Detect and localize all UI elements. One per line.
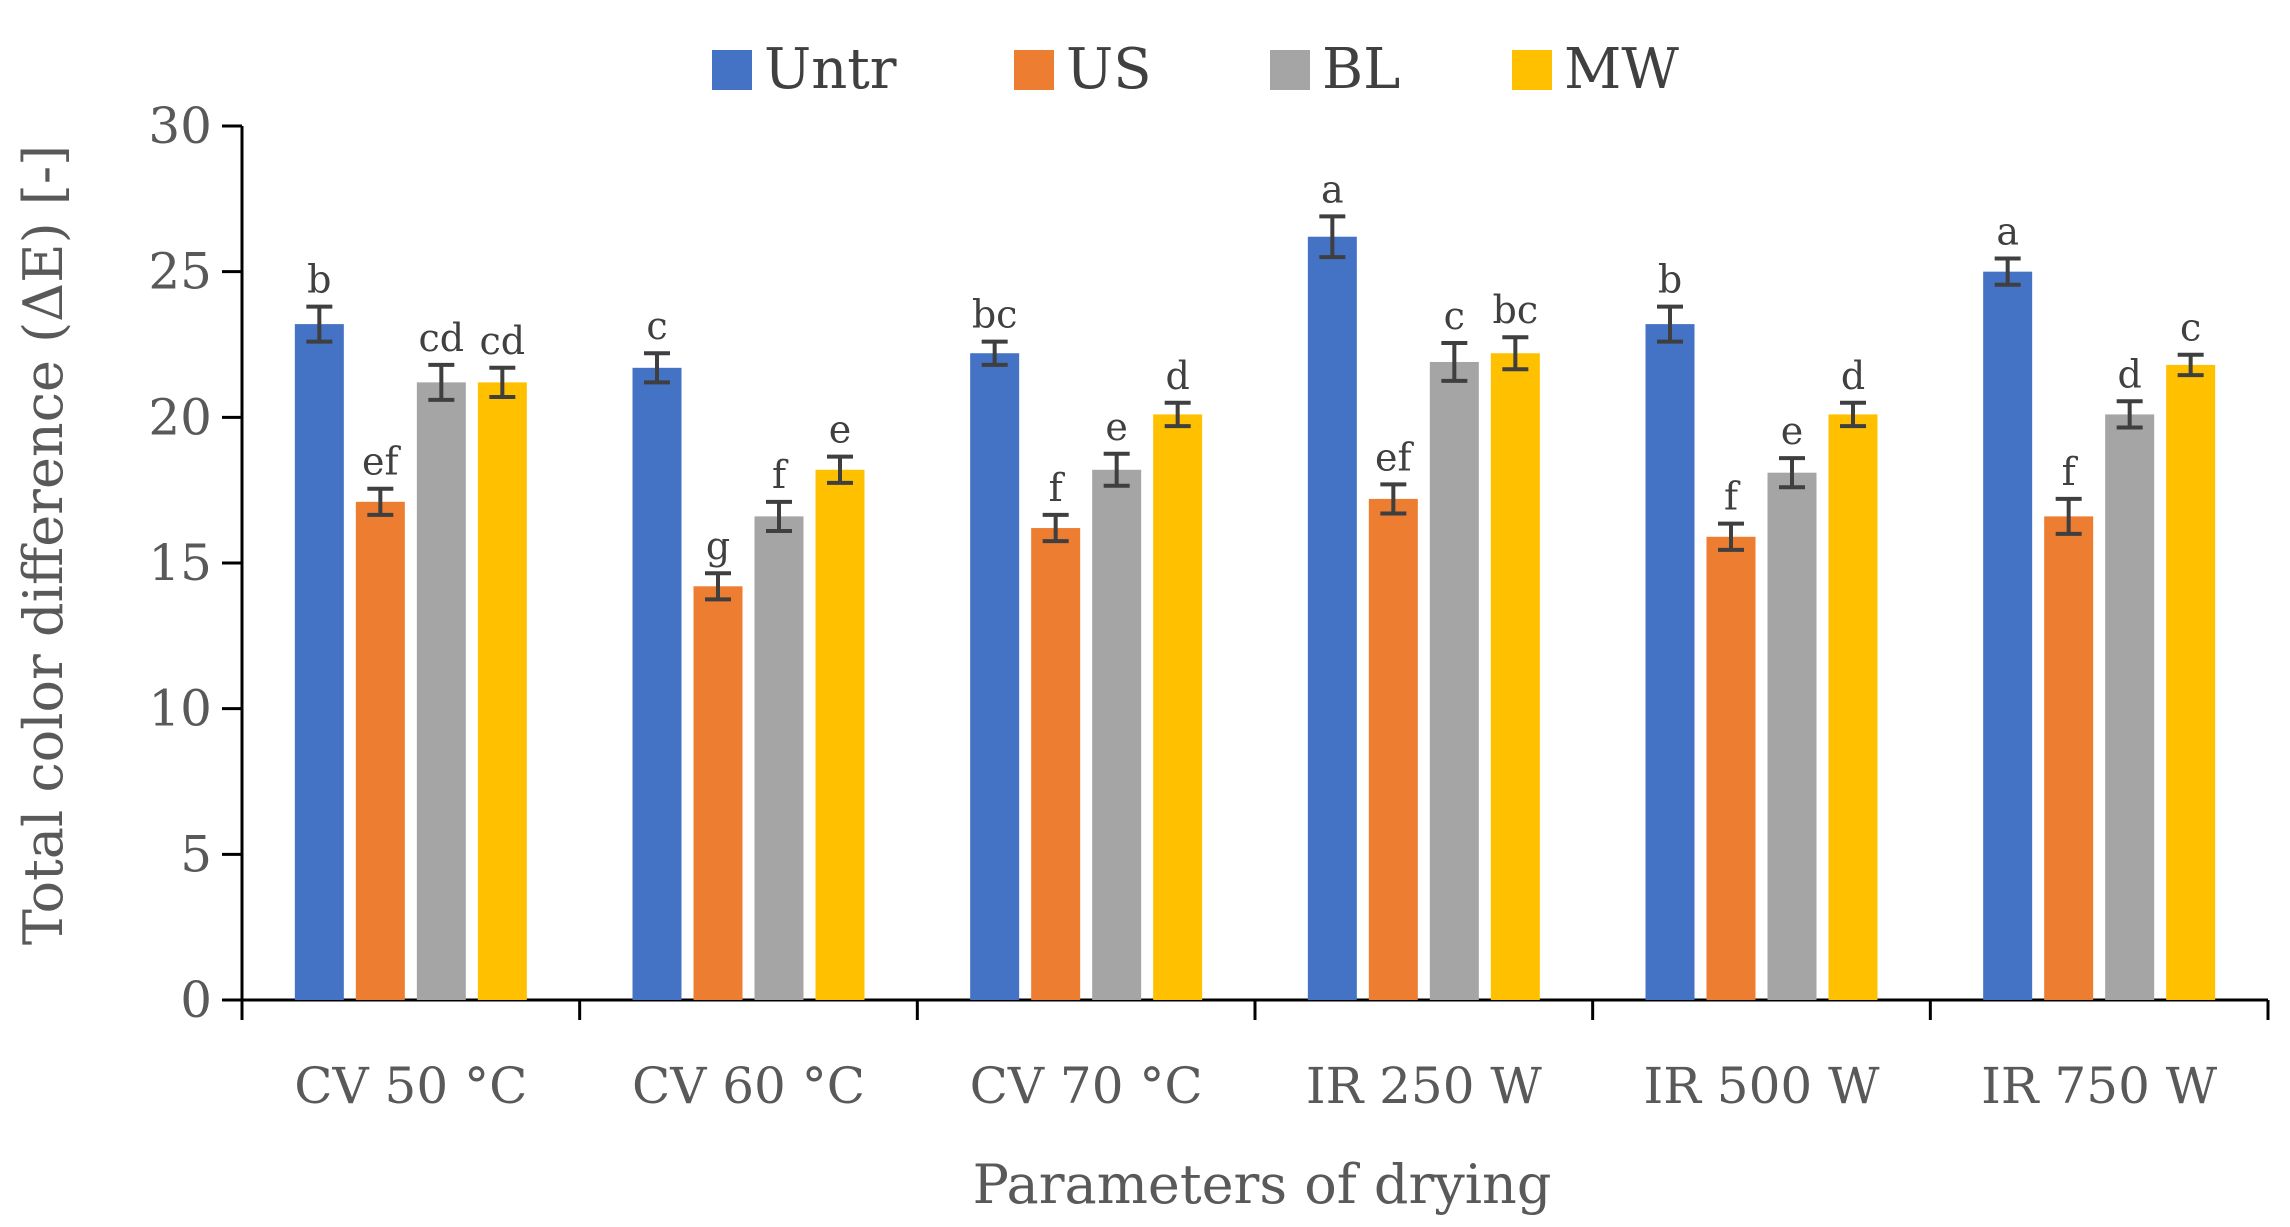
y-tick-label: 5: [180, 825, 212, 883]
x-axis: CV 50 °C CV 60 °C CV 70 °C IR 250 W IR 500 W…: [240, 998, 2270, 1115]
y-axis-title: Total color difference (ΔE) [-]: [12, 145, 75, 945]
bar-mw-ir-500-w: [1828, 414, 1878, 1000]
bar-us-cv-60-c: [693, 586, 743, 1000]
legend: Untr US BL MW: [712, 37, 1679, 102]
y-tick-label: 30: [148, 97, 212, 155]
x-tick-label-cv-70-c: CV 70 °C: [970, 1057, 1203, 1115]
significance-label-untr-ir-750-w: a: [1996, 210, 2019, 254]
bar-mw-cv-50-c: [477, 382, 527, 1001]
significance-label-us-ir-500-w: f: [1724, 475, 1741, 519]
significance-label-us-cv-70-c: f: [1049, 466, 1066, 510]
significance-label-untr-cv-50-c: b: [307, 258, 331, 302]
bar-bl-cv-60-c: [754, 516, 804, 1000]
bar-us-cv-70-c: [1031, 528, 1081, 1000]
significance-label-mw-ir-250-w: bc: [1493, 288, 1539, 332]
significance-label-us-ir-750-w: f: [2062, 450, 2079, 494]
bar-mw-ir-750-w: [2166, 364, 2216, 1001]
legend-label-untr: Untr: [764, 37, 897, 102]
bar-untr-cv-70-c: [970, 353, 1020, 1000]
significance-label-bl-ir-250-w: c: [1444, 294, 1465, 338]
legend-swatch-us: [1014, 50, 1054, 90]
x-tick-label-cv-50-c: CV 50 °C: [294, 1057, 527, 1115]
error-bars: [306, 214, 2204, 602]
significance-label-bl-ir-750-w: d: [2118, 352, 2142, 396]
bars: [294, 236, 2216, 1001]
bar-mw-ir-250-w: [1490, 353, 1540, 1000]
significance-label-mw-cv-50-c: cd: [480, 319, 526, 363]
bar-mw-cv-60-c: [815, 469, 865, 1001]
x-axis-title: Parameters of drying: [973, 1153, 1552, 1216]
significance-label-us-cv-50-c: ef: [362, 440, 401, 484]
significance-label-mw-ir-750-w: c: [2180, 306, 2201, 350]
significance-label-mw-cv-70-c: d: [1166, 354, 1190, 398]
y-tick-label: 0: [180, 971, 212, 1029]
bar-bl-cv-50-c: [416, 382, 466, 1001]
significance-label-bl-cv-70-c: e: [1105, 405, 1128, 449]
bar-untr-ir-750-w: [1983, 271, 2033, 1001]
significance-label-us-cv-60-c: g: [706, 524, 730, 568]
significance-label-untr-cv-70-c: bc: [972, 293, 1018, 337]
significance-label-bl-cv-50-c: cd: [419, 316, 465, 360]
bar-untr-ir-250-w: [1307, 236, 1357, 1000]
bar-us-ir-750-w: [2044, 516, 2094, 1000]
bar-bl-ir-500-w: [1767, 472, 1817, 1001]
significance-label-bl-ir-500-w: e: [1781, 409, 1804, 453]
y-tick-label: 15: [148, 534, 212, 592]
bar-bl-cv-70-c: [1092, 469, 1142, 1001]
bar-untr-cv-50-c: [294, 324, 344, 1000]
legend-label-bl: BL: [1322, 37, 1400, 102]
legend-swatch-untr: [712, 50, 752, 90]
bar-bl-ir-750-w: [2105, 414, 2155, 1000]
significance-label-mw-cv-60-c: e: [829, 408, 852, 452]
y-tick-label: 10: [148, 680, 212, 738]
bar-us-cv-50-c: [355, 501, 405, 1000]
legend-swatch-bl: [1270, 50, 1310, 90]
bar-untr-cv-60-c: [632, 367, 682, 1001]
significance-label-mw-ir-500-w: d: [1841, 354, 1865, 398]
x-tick-label-ir-500-w: IR 500 W: [1643, 1057, 1880, 1115]
significance-label-untr-cv-60-c: c: [646, 304, 667, 348]
bar-us-ir-500-w: [1706, 536, 1756, 1000]
x-tick-label-cv-60-c: CV 60 °C: [632, 1057, 865, 1115]
significance-label-bl-cv-60-c: f: [772, 453, 789, 497]
legend-swatch-mw: [1512, 50, 1552, 90]
legend-label-us: US: [1066, 37, 1152, 102]
bar-us-ir-250-w: [1368, 498, 1418, 1000]
bar-mw-cv-70-c: [1153, 414, 1203, 1000]
bar-bl-ir-250-w: [1429, 361, 1479, 1001]
y-tick-label: 25: [148, 243, 212, 301]
significance-label-us-ir-250-w: ef: [1375, 435, 1414, 479]
x-tick-label-ir-750-w: IR 750 W: [1981, 1057, 2218, 1115]
x-tick-label-ir-250-w: IR 250 W: [1306, 1057, 1543, 1115]
y-tick-label: 20: [148, 388, 212, 446]
significance-label-untr-ir-250-w: a: [1321, 167, 1344, 211]
y-axis: 0 5 10 15 20 25 30: [148, 97, 244, 1029]
legend-label-mw: MW: [1564, 37, 1679, 102]
bar-untr-ir-500-w: [1645, 324, 1695, 1000]
significance-label-untr-ir-500-w: b: [1658, 258, 1682, 302]
